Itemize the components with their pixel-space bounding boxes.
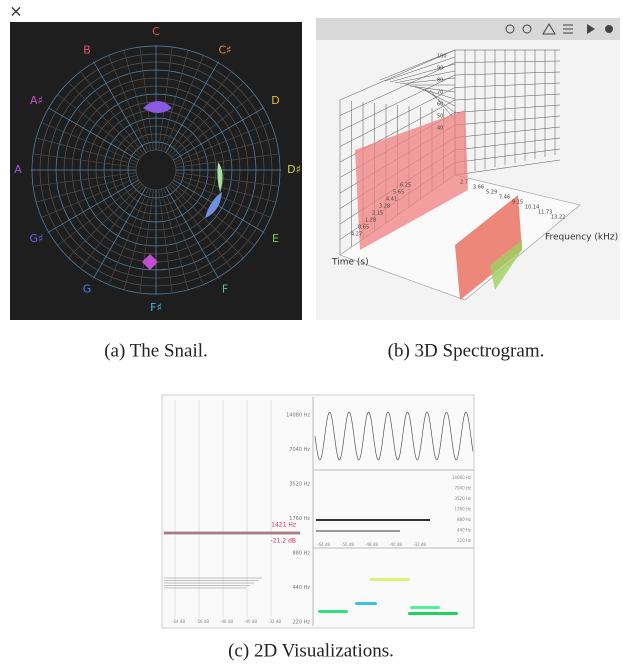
db-tick: -48 dB <box>365 542 378 547</box>
axis-label: Frequency (kHz) <box>545 233 618 243</box>
spectrum-spot <box>318 610 348 613</box>
z-tick: 40 <box>437 126 443 132</box>
z-tick: 60 <box>437 102 443 108</box>
z-tick: 100 <box>437 54 447 60</box>
time-tick: 4.27 <box>351 232 362 238</box>
figure: × C C♯ D D♯ E F F♯ G G♯ A A♯ B (a) The Snail. 100 90… <box>0 0 623 664</box>
spectrum-spot <box>370 578 410 581</box>
frequency-tick: 7.46 <box>499 195 510 201</box>
hz-tick: 1760 Hz <box>454 507 471 512</box>
caption: (c) 2D Visualizations. <box>228 640 394 661</box>
hz-tick: 7040 Hz <box>454 486 471 491</box>
frequency-tick: 13.22 <box>551 215 565 221</box>
note-label: D♯ <box>287 163 301 176</box>
toolbar <box>316 18 620 40</box>
db-tick: -40 dB <box>244 619 257 624</box>
caption: (a) The Snail. <box>104 340 208 361</box>
spectrum-spot <box>355 602 377 605</box>
frequency-tick: 3.66 <box>473 185 484 191</box>
readout: 1421 Hz <box>271 522 296 529</box>
note-label: G♯ <box>30 232 44 245</box>
hz-tick: 440 Hz <box>292 585 310 591</box>
db-tick: -64 dB <box>172 619 185 624</box>
hz-tick: 7040 Hz <box>289 447 310 453</box>
note-label: G <box>83 283 92 296</box>
note-label: A♯ <box>30 94 43 107</box>
time-tick: 5.65 <box>393 190 404 196</box>
note-label: A <box>14 163 22 176</box>
z-tick: 80 <box>437 78 443 84</box>
db-tick: -32 dB <box>413 542 426 547</box>
page-body: × C C♯ D D♯ E F F♯ G G♯ A A♯ B (a) The Snail. 100 90… <box>0 0 623 664</box>
note-label: D <box>271 94 279 107</box>
time-tick: 6.25 <box>400 183 411 189</box>
settings[interactable] <box>605 25 613 33</box>
frequency-tick: 9.15 <box>512 200 523 206</box>
spectrum-spot <box>408 612 458 615</box>
z-tick: 70 <box>437 90 443 96</box>
hz-tick: 880 Hz <box>292 551 310 557</box>
note-label: F <box>222 283 228 296</box>
axis-label: Time (s) <box>331 258 369 268</box>
note-label: E <box>272 232 279 245</box>
note-label: F♯ <box>150 301 162 314</box>
page: Figure {"close_icon": "×", "snail": {"ca… <box>0 0 623 664</box>
time-tick: 2.15 <box>372 211 383 217</box>
hz-tick: 440 Hz <box>457 528 471 533</box>
visualizations-panel <box>162 395 474 628</box>
z-tick: 90 <box>437 66 443 72</box>
time-tick: 1.28 <box>365 218 376 224</box>
readout: -21.2 dB <box>271 538 296 545</box>
z-tick: 50 <box>437 114 443 120</box>
hz-tick: 220 Hz <box>292 620 310 626</box>
note-label: B <box>83 43 91 56</box>
caption: (b) 3D Spectrogram. <box>388 340 545 361</box>
hz-tick: 220 Hz <box>457 538 471 543</box>
db-tick: -56 dB <box>341 542 354 547</box>
hz-tick: 3520 Hz <box>289 482 310 488</box>
note-label: C♯ <box>218 43 231 56</box>
time-tick: 4.41 <box>386 197 397 203</box>
db-tick: -40 dB <box>389 542 402 547</box>
db-tick: -56 dB <box>196 619 209 624</box>
frequency-tick: 2.7 <box>460 180 468 186</box>
hz-tick: 3520 Hz <box>454 496 471 501</box>
db-tick: -32 dB <box>268 619 281 624</box>
db-tick: -64 dB <box>317 542 330 547</box>
hz-tick: 880 Hz <box>457 517 471 522</box>
time-tick: 0.65 <box>358 225 369 231</box>
db-tick: -48 dB <box>220 619 233 624</box>
hole <box>142 156 170 184</box>
note-label: C <box>152 25 160 38</box>
hz-tick: 14080 Hz <box>452 475 471 480</box>
spectrum-spot <box>410 606 440 609</box>
frequency-tick: 5.29 <box>486 190 497 196</box>
close-icon[interactable]: × <box>9 2 22 21</box>
time-tick: 3.28 <box>379 204 390 210</box>
hz-tick: 14080 Hz <box>286 413 310 419</box>
